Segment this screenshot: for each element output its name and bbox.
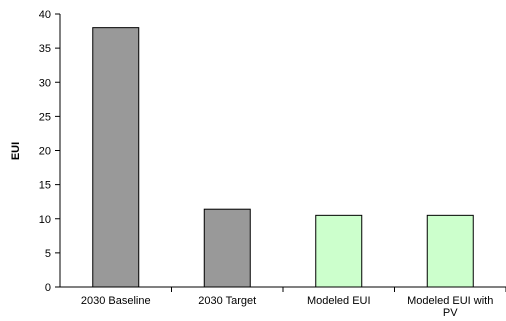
y-tick-label: 35 [39, 43, 51, 55]
x-tick-label: Modeled EUI [307, 295, 371, 307]
x-tick-label-line: Modeled EUI [307, 295, 371, 307]
bar [203, 208, 251, 288]
bar [315, 214, 363, 288]
y-axis-title: EUI [10, 142, 22, 160]
x-tick-label: Modeled EUI with PV [407, 295, 493, 319]
y-tick-label: 40 [39, 9, 51, 21]
y-tick-label: 20 [39, 146, 51, 158]
x-tick-label-line: 2030 Target [198, 295, 256, 307]
y-axis: 0 5 10 15 20 25 30 35 40 [39, 9, 60, 294]
y-tick-label: 0 [45, 282, 51, 294]
bar [426, 214, 474, 288]
bars [92, 27, 474, 288]
bar [92, 27, 140, 288]
y-tick-label: 10 [39, 214, 51, 226]
x-tick-label: 2030 Target [198, 295, 256, 307]
x-tick-label: 2030 Baseline [81, 295, 151, 307]
x-tick-label-line: 2030 Baseline [81, 295, 151, 307]
x-tick-label-line: PV [443, 307, 458, 319]
x-tick-label-line: Modeled EUI with [407, 295, 493, 307]
y-tick-label: 30 [39, 77, 51, 89]
y-tick-label: 25 [39, 111, 51, 123]
y-tick-label: 5 [45, 248, 51, 260]
x-axis: 2030 Baseline 2030 Target Modeled EUI Model… [81, 287, 506, 319]
y-tick-label: 15 [39, 180, 51, 192]
